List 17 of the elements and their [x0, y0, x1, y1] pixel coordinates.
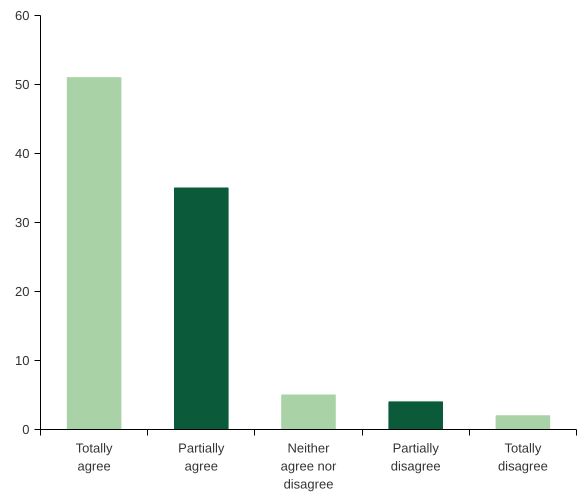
- bar: [281, 394, 336, 430]
- x-tick-label: Neither agree nor disagree: [280, 440, 337, 492]
- bar: [174, 188, 229, 430]
- y-tick-label: 50: [15, 77, 30, 92]
- y-tick-label: 10: [15, 353, 30, 368]
- y-tick-label: 40: [15, 146, 30, 161]
- y-tick-label: 30: [15, 215, 30, 230]
- bar: [496, 415, 550, 430]
- bar: [66, 77, 122, 430]
- y-tick-label: 20: [15, 284, 30, 299]
- x-tick-label: Totally disagree: [498, 440, 548, 474]
- x-tick-label: Partially agree: [178, 440, 225, 474]
- x-tick-label: Totally agree: [76, 440, 114, 474]
- y-tick-label: 0: [22, 422, 30, 437]
- y-tick-label: 60: [15, 8, 30, 23]
- x-tick-label: Partially disagree: [390, 440, 441, 474]
- bar: [388, 401, 443, 430]
